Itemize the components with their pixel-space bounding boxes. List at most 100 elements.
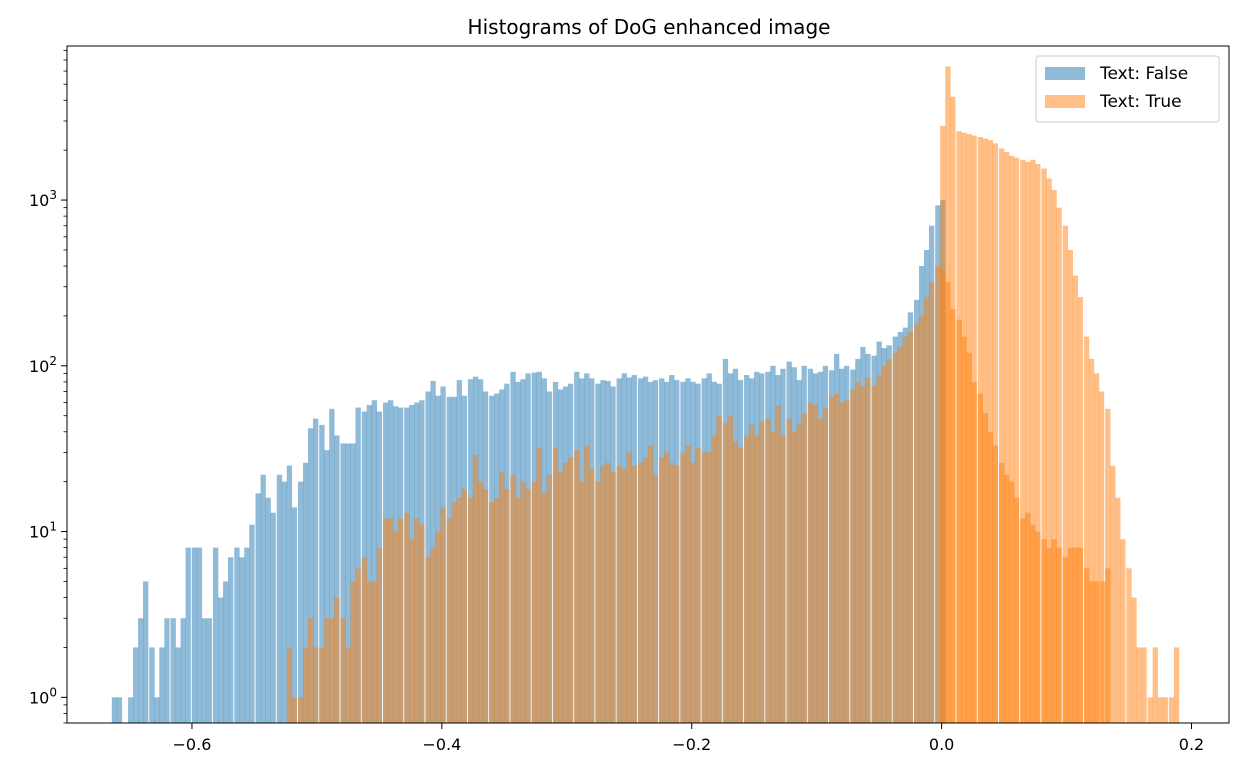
histogram-bar bbox=[159, 647, 165, 723]
histogram-bar bbox=[1120, 539, 1126, 723]
histogram-bar bbox=[567, 457, 574, 723]
histogram-bar bbox=[324, 618, 330, 723]
histogram-bar bbox=[1013, 157, 1020, 724]
histogram-bar bbox=[1126, 568, 1132, 723]
histogram-bar bbox=[956, 131, 962, 723]
histogram-bar bbox=[218, 597, 224, 723]
histogram-bar bbox=[1110, 465, 1116, 723]
histogram-bar bbox=[923, 297, 930, 723]
histogram-bar bbox=[435, 531, 441, 723]
bars-layer bbox=[111, 66, 1180, 724]
histogram-bar bbox=[1003, 151, 1010, 724]
histogram-bar bbox=[928, 282, 935, 723]
histogram-bar bbox=[1093, 373, 1100, 723]
histogram-bar bbox=[312, 418, 319, 723]
histogram-bar bbox=[329, 618, 335, 723]
histogram-bar bbox=[477, 481, 484, 723]
x-tick-label: −0.6 bbox=[173, 735, 212, 754]
histogram-bar bbox=[307, 428, 314, 723]
histogram-bar bbox=[907, 331, 914, 723]
histogram-bar bbox=[409, 539, 415, 723]
histogram-bar bbox=[807, 402, 814, 723]
histogram-bar bbox=[499, 471, 505, 723]
histogram-bar bbox=[1046, 178, 1052, 723]
histogram-bar bbox=[223, 581, 229, 723]
histogram-bar bbox=[175, 647, 181, 723]
histogram-bar bbox=[286, 465, 293, 723]
histogram-bar bbox=[329, 408, 335, 723]
histogram-bar bbox=[897, 346, 904, 723]
histogram-bar bbox=[765, 418, 771, 723]
histogram-bar bbox=[918, 315, 925, 723]
histogram-bar bbox=[170, 618, 176, 723]
legend-label: Text: False bbox=[1099, 64, 1188, 84]
histogram-bar bbox=[871, 385, 877, 723]
axes-layer: −0.6 −0.4 −0.2 0.0 0.2 100 101 102 103 bbox=[29, 45, 1230, 754]
y-tick-label: 102 bbox=[29, 354, 57, 376]
y-tick-label: 100 bbox=[29, 685, 57, 707]
legend-swatch bbox=[1045, 95, 1085, 108]
histogram-bar bbox=[472, 454, 479, 723]
histogram-bar bbox=[579, 481, 585, 723]
histogram-bar bbox=[541, 493, 547, 723]
histogram-bar bbox=[291, 697, 298, 723]
histogram-bar bbox=[425, 557, 431, 723]
histogram-bar bbox=[276, 474, 283, 723]
x-tick-label: 0.2 bbox=[1179, 735, 1204, 754]
legend: Text: False Text: True bbox=[1035, 55, 1220, 123]
histogram-bar bbox=[504, 489, 510, 723]
histogram-bar bbox=[297, 697, 304, 723]
histogram-bar bbox=[1168, 697, 1175, 723]
histogram-bar bbox=[886, 358, 892, 723]
histogram-bar bbox=[945, 66, 951, 724]
histogram-bar bbox=[1105, 408, 1111, 723]
histogram-bar bbox=[1062, 225, 1068, 724]
histogram-bar bbox=[531, 481, 537, 723]
histogram-bar bbox=[744, 435, 750, 723]
histogram-bar bbox=[138, 618, 144, 723]
histogram-bar bbox=[430, 547, 436, 723]
histogram-bar bbox=[371, 581, 378, 723]
histogram-bar bbox=[196, 547, 203, 723]
histogram-bar bbox=[213, 547, 219, 723]
x-tick-label: −0.2 bbox=[672, 735, 711, 754]
histogram-bar bbox=[371, 400, 378, 723]
histogram-bar bbox=[961, 132, 967, 724]
histogram-bar bbox=[350, 581, 356, 723]
histogram-bar bbox=[116, 697, 123, 723]
histogram-bar bbox=[706, 452, 712, 723]
histogram-bar bbox=[446, 518, 452, 723]
histogram-bar bbox=[489, 502, 495, 723]
histogram-bar bbox=[180, 618, 186, 723]
histogram-bar bbox=[340, 618, 346, 723]
histogram-bar bbox=[982, 138, 989, 724]
histogram-bar bbox=[414, 518, 420, 723]
histogram-bar bbox=[1141, 647, 1147, 723]
histogram-bar bbox=[865, 377, 871, 723]
histogram-bar bbox=[1083, 336, 1090, 723]
histogram-bar bbox=[361, 557, 368, 723]
histogram-bar bbox=[732, 441, 739, 723]
histogram-bar bbox=[971, 135, 977, 724]
chart-title: Histograms of DoG enhanced image bbox=[468, 15, 831, 39]
histogram-bar bbox=[642, 457, 649, 723]
histogram-bar bbox=[546, 474, 552, 723]
histogram-bar bbox=[467, 497, 474, 723]
histogram-bar bbox=[664, 452, 670, 723]
histogram-bar bbox=[392, 531, 399, 723]
histogram-bar bbox=[1020, 159, 1026, 723]
histogram-bar bbox=[312, 647, 319, 723]
histogram-bar bbox=[759, 421, 765, 723]
histogram-bar bbox=[1072, 275, 1078, 723]
histogram-bar bbox=[680, 452, 686, 723]
histogram-bar bbox=[302, 462, 309, 723]
histogram-bar bbox=[844, 400, 850, 723]
histogram-bar bbox=[1131, 597, 1137, 723]
histogram-bar bbox=[749, 424, 755, 723]
histogram-bar bbox=[659, 457, 665, 723]
histogram-bar bbox=[1051, 190, 1057, 723]
histogram-bar bbox=[722, 423, 729, 723]
histogram-bar bbox=[515, 497, 521, 723]
histogram-bar bbox=[143, 581, 149, 723]
histogram-bar bbox=[494, 497, 500, 723]
